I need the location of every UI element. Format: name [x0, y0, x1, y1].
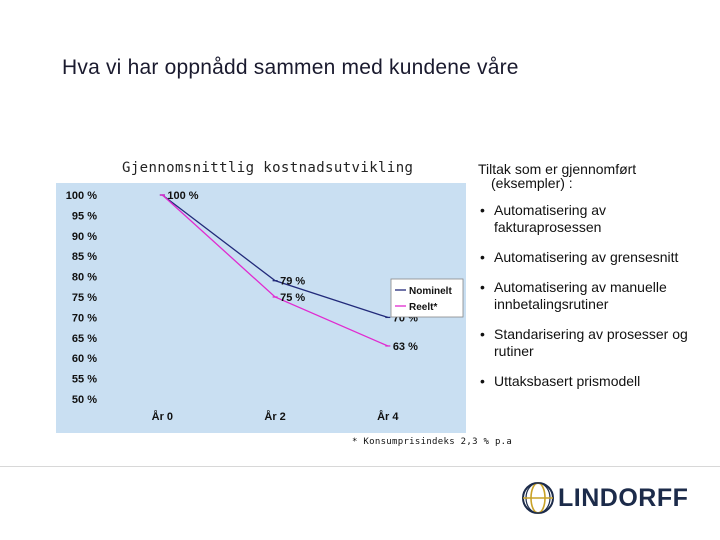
series-line [161, 194, 389, 319]
list-item: • Standarisering av prosesser og rutiner [478, 326, 708, 360]
y-tick-label: 75 % [72, 292, 97, 304]
y-tick-label: 60 % [72, 353, 97, 365]
actions-heading-line2: (eksempler) : [491, 175, 573, 191]
list-item: • Automatisering av grensesnitt [478, 249, 708, 266]
x-tick-label: År 4 [377, 410, 399, 423]
bullet-icon: • [480, 202, 485, 218]
data-label: 79 % [280, 276, 305, 288]
list-item: • Automatisering av fakturaprosessen [478, 202, 708, 236]
bullet-icon: • [480, 279, 485, 295]
line-chart: 100 % 95 % 90 % 85 % 80 % 75 % 70 % 65 % 60 % 55 … [66, 190, 464, 423]
x-tick-label: År 2 [264, 410, 285, 423]
actions-list: • Automatisering av fakturaprosessen • Aut… [478, 202, 708, 390]
y-tick-label: 70 % [72, 312, 97, 324]
data-label: 75 % [280, 292, 305, 304]
actions-panel: Tiltak som er gjennomført (eksempler) : … [478, 162, 708, 403]
y-tick-label: 95 % [72, 210, 97, 222]
y-tick-label: 85 % [72, 251, 97, 263]
bullet-icon: • [480, 326, 485, 342]
bullet-text: Uttaksbasert prismodell [494, 373, 641, 389]
y-tick-label: 90 % [72, 231, 97, 243]
bullet-text: Automatisering av fakturaprosessen [494, 202, 607, 235]
legend-box [390, 278, 464, 318]
chart-caption: Gjennomsnittlig kostnadsutvikling [122, 160, 414, 176]
footer-divider [0, 466, 720, 467]
chart-panel: 100 % 95 % 90 % 85 % 80 % 75 % 70 % 65 % 60 % 55 … [56, 183, 466, 433]
y-tick-label: 50 % [72, 394, 97, 406]
logo-text: LINDORFF [558, 484, 689, 512]
list-item: • Automatisering av manuelle innbetalings… [478, 279, 708, 313]
chart-footnote: * Konsumprisindeks 2,3 % p.a [352, 437, 513, 447]
x-tick-label: År 0 [152, 410, 173, 423]
y-tick-label: 65 % [72, 333, 97, 345]
lindorff-globe-icon [522, 482, 554, 514]
bullet-icon: • [480, 373, 485, 389]
data-label: 63 % [393, 341, 418, 353]
y-tick-label: 100 % [66, 190, 97, 202]
data-label: 100 % [167, 190, 198, 202]
bullet-icon: • [480, 249, 485, 265]
actions-heading-line1: Tiltak som er gjennomført [478, 161, 637, 177]
actions-heading: Tiltak som er gjennomført (eksempler) : [478, 162, 708, 190]
bullet-text: Standarisering av prosesser og rutiner [494, 326, 688, 359]
slide-title: Hva vi har oppnådd sammen med kundene vå… [62, 56, 519, 79]
legend-label: Reelt* [409, 302, 437, 313]
company-logo: LINDORFF [518, 478, 688, 518]
bullet-text: Automatisering av manuelle innbetalingsr… [494, 279, 667, 312]
y-tick-label: 55 % [72, 374, 97, 386]
list-item: • Uttaksbasert prismodell [478, 373, 708, 390]
y-tick-label: 80 % [72, 272, 97, 284]
series-line [161, 194, 389, 347]
bullet-text: Automatisering av grensesnitt [494, 249, 679, 265]
legend-label: Nominelt [409, 286, 452, 297]
